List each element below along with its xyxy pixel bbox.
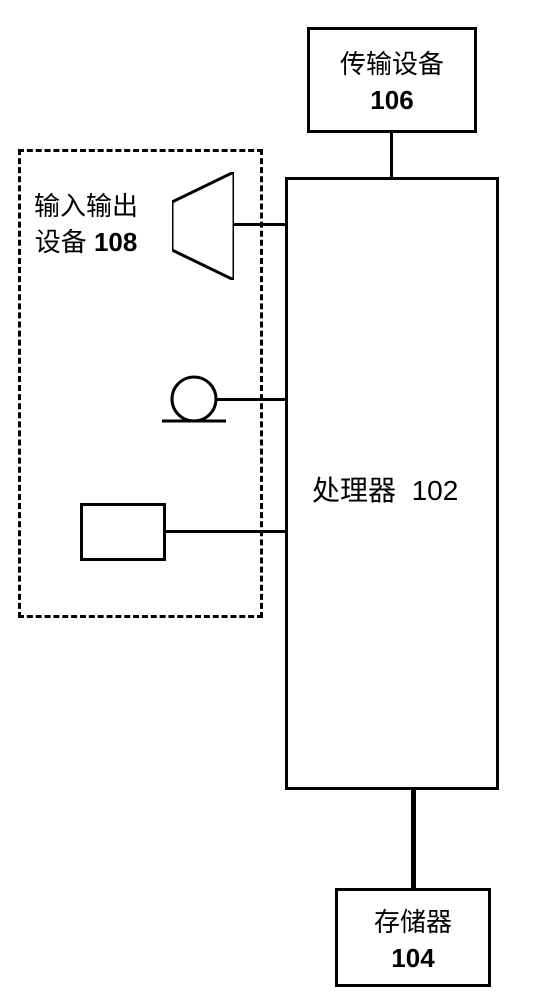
processor-label-group: 处理器 102	[312, 469, 458, 509]
conn-speaker-proc	[234, 223, 285, 226]
io-label-line2: 设备 108	[35, 227, 138, 257]
conn-rect-proc	[166, 530, 285, 533]
memory-box: 存储器 104	[335, 888, 491, 987]
memory-label: 存储器	[374, 902, 452, 939]
processor-label: 处理器	[312, 475, 396, 506]
conn-circle-proc	[216, 398, 285, 401]
conn-trans-proc	[390, 133, 393, 177]
memory-number: 104	[391, 943, 434, 974]
io-label-device: 设备	[35, 227, 87, 257]
transmission-label: 传输设备	[340, 44, 444, 81]
io-number: 108	[94, 227, 137, 257]
transmission-box: 传输设备 106	[307, 27, 477, 133]
conn-proc-mem	[411, 790, 416, 888]
small-rect-icon	[80, 503, 166, 561]
io-label: 输入输出 设备 108	[34, 188, 138, 261]
speaker-icon	[172, 172, 234, 280]
processor-number: 102	[412, 475, 459, 506]
io-label-line1: 输入输出	[34, 191, 138, 221]
transmission-number: 106	[370, 85, 413, 116]
